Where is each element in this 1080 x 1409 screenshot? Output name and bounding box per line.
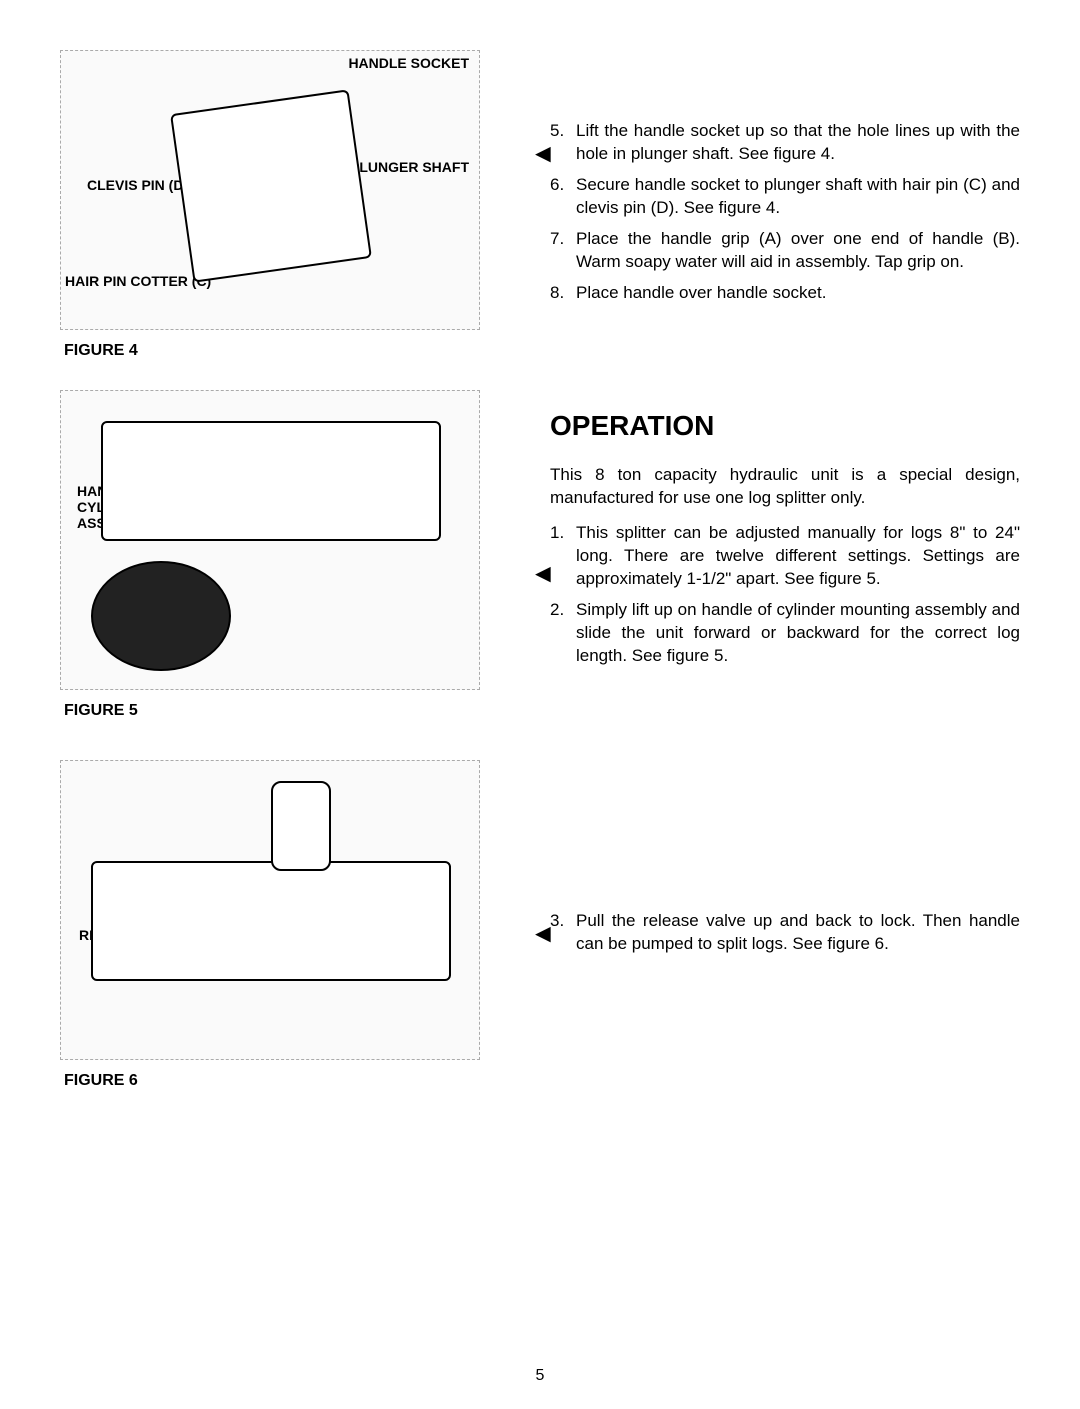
operation-step-3: 3. Pull the release valve up and back to… xyxy=(550,910,1020,956)
operation-intro: This 8 ton capacity hydraulic unit is a … xyxy=(550,464,1020,510)
fig5-wheel xyxy=(91,561,231,671)
step-number: 7. xyxy=(550,228,576,274)
step-text: Place handle over handle socket. xyxy=(576,282,1020,305)
fig6-valve xyxy=(271,781,331,871)
operation-section: OPERATION This 8 ton capacity hydraulic … xyxy=(530,390,1020,720)
step-number: 2. xyxy=(550,599,576,668)
step-8: 8. Place handle over handle socket. xyxy=(550,282,1020,305)
operation-steps: 1. This splitter can be adjusted manuall… xyxy=(550,522,1020,668)
step-7: 7. Place the handle grip (A) over one en… xyxy=(550,228,1020,274)
op-step-1: 1. This splitter can be adjusted manuall… xyxy=(550,522,1020,591)
label-clevis-pin: CLEVIS PIN (D) xyxy=(87,177,188,193)
step-text: Secure handle socket to plunger shaft wi… xyxy=(576,174,1020,220)
step-text: Pull the release valve up and back to lo… xyxy=(576,910,1020,956)
arrow-icon: ◄ xyxy=(530,920,556,946)
page-number: 5 xyxy=(0,1367,1080,1385)
label-handle-socket: HANDLE SOCKET xyxy=(348,55,469,71)
op-step-3: 3. Pull the release valve up and back to… xyxy=(550,910,1020,956)
figure4-illustration: HANDLE SOCKET PLUNGER SHAFT CLEVIS PIN (… xyxy=(60,50,480,330)
arrow-icon: ◄ xyxy=(530,140,556,166)
step-5: 5. Lift the handle socket up so that the… xyxy=(550,120,1020,166)
figure6-illustration: RELEASE VALVE xyxy=(60,760,480,1060)
figure4-caption: FIGURE 4 xyxy=(64,342,530,360)
fig4-shape xyxy=(170,89,372,282)
label-plunger-shaft: PLUNGER SHAFT xyxy=(350,159,469,175)
step-text: Simply lift up on handle of cylinder mou… xyxy=(576,599,1020,668)
arrow-icon: ◄ xyxy=(530,560,556,586)
step-text: Place the handle grip (A) over one end o… xyxy=(576,228,1020,274)
figure6-caption: FIGURE 6 xyxy=(64,1072,530,1090)
op-step-2: 2. Simply lift up on handle of cylinder … xyxy=(550,599,1020,668)
row-figure5: HANDLE ON CYLINDER MOUNTING ASSEMBLY FIG… xyxy=(60,390,1020,720)
assembly-steps-continued: 5. Lift the handle socket up so that the… xyxy=(550,120,1020,305)
step-text: This splitter can be adjusted manually f… xyxy=(576,522,1020,591)
step-6: 6. Secure handle socket to plunger shaft… xyxy=(550,174,1020,220)
fig6-body xyxy=(91,861,451,981)
steps-5-8: 5. Lift the handle socket up so that the… xyxy=(530,50,1020,360)
label-hair-pin-cotter: HAIR PIN COTTER (C) xyxy=(65,273,211,289)
step-number: 6. xyxy=(550,174,576,220)
figure5-block: HANDLE ON CYLINDER MOUNTING ASSEMBLY FIG… xyxy=(60,390,530,720)
figure5-caption: FIGURE 5 xyxy=(64,702,530,720)
row-figure6: RELEASE VALVE FIGURE 6 ◄ 3. Pull the rel… xyxy=(60,760,1020,1090)
fig5-body xyxy=(101,421,441,541)
step-number: 8. xyxy=(550,282,576,305)
figure5-illustration: HANDLE ON CYLINDER MOUNTING ASSEMBLY xyxy=(60,390,480,690)
row-figure4: HANDLE SOCKET PLUNGER SHAFT CLEVIS PIN (… xyxy=(60,50,1020,360)
step-text: Lift the handle socket up so that the ho… xyxy=(576,120,1020,166)
figure6-block: RELEASE VALVE FIGURE 6 xyxy=(60,760,530,1090)
step3-block: 3. Pull the release valve up and back to… xyxy=(530,760,1020,1090)
operation-heading: OPERATION xyxy=(550,410,1020,442)
figure4-block: HANDLE SOCKET PLUNGER SHAFT CLEVIS PIN (… xyxy=(60,50,530,360)
manual-page: HANDLE SOCKET PLUNGER SHAFT CLEVIS PIN (… xyxy=(0,0,1080,1409)
